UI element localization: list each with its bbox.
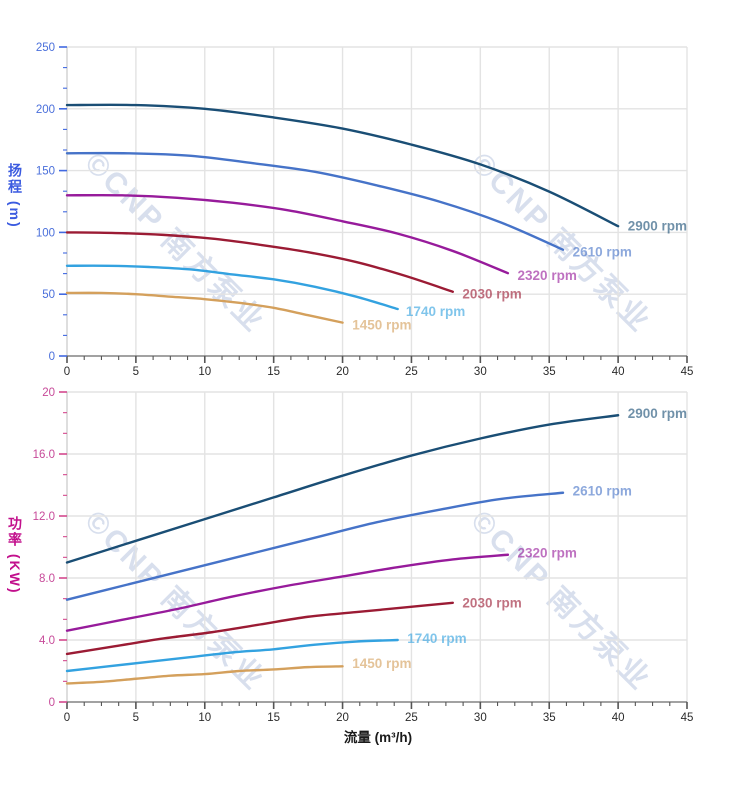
curve-label-2320-rpm: 2320 rpm [518, 268, 577, 283]
curve-1740-rpm [65, 264, 399, 311]
y-tick-label: 8.0 [39, 573, 55, 585]
curve-2610-rpm [65, 491, 565, 601]
curve-label-1450-rpm: 1450 rpm [352, 318, 411, 333]
curve-label-2900-rpm: 2900 rpm [628, 219, 687, 234]
x-tick-label: 35 [543, 712, 556, 724]
x-tick-label: 0 [64, 366, 70, 378]
x-tick-label: 10 [198, 712, 211, 724]
curve-label-1740-rpm: 1740 rpm [407, 631, 466, 646]
curve-2030-rpm [65, 601, 454, 656]
curve-2030-rpm [65, 231, 454, 293]
flow-axis-title: 流量 (m³/h) [343, 730, 413, 745]
x-tick-label: 20 [336, 712, 349, 724]
head-vs-flow: 0 5 10 15 20 25 30 35 40 45 0 50 100 150 200 250 2900 rp… [36, 42, 694, 378]
curve-label-1740-rpm: 1740 rpm [406, 304, 465, 319]
x-tick-label: 25 [405, 366, 418, 378]
x-tick-label: 30 [474, 366, 487, 378]
x-tick-label: 15 [267, 366, 280, 378]
curve-label-2610-rpm: 2610 rpm [573, 245, 632, 260]
x-tick-label: 20 [336, 366, 349, 378]
x-tick-label: 0 [64, 712, 70, 724]
x-tick-label: 40 [612, 712, 625, 724]
x-tick-label: 45 [681, 366, 694, 378]
curve-1450-rpm [65, 291, 344, 324]
curve-label-1450-rpm: 1450 rpm [352, 656, 411, 671]
y-tick-label: 4.0 [39, 635, 55, 647]
curve-label-2320-rpm: 2320 rpm [518, 546, 577, 561]
y-tick-label: 100 [36, 227, 55, 239]
x-tick-label: 15 [267, 712, 280, 724]
x-tick-label: 25 [405, 712, 418, 724]
x-tick-label: 30 [474, 712, 487, 724]
y-tick-label: 20 [42, 387, 55, 399]
y-tick-label: 200 [36, 104, 55, 116]
curve-1740-rpm [65, 638, 399, 673]
x-tick-label: 10 [198, 366, 211, 378]
x-tick-label: 5 [133, 366, 139, 378]
curve-label-2900-rpm: 2900 rpm [628, 406, 687, 421]
curve-2900-rpm [65, 414, 620, 564]
curve-2900-rpm [65, 103, 620, 228]
y-tick-label: 16.0 [33, 449, 55, 461]
curve-2320-rpm [65, 553, 510, 632]
curve-label-2030-rpm: 2030 rpm [462, 287, 521, 302]
y-tick-label: 0 [49, 697, 55, 709]
curve-1450-rpm [65, 665, 344, 685]
y-tick-label: 12.0 [33, 511, 55, 523]
x-tick-label: 40 [612, 366, 625, 378]
x-tick-label: 35 [543, 366, 556, 378]
x-tick-label: 45 [681, 712, 694, 724]
y-tick-label: 50 [42, 289, 55, 301]
curve-2320-rpm [65, 193, 510, 275]
curve-label-2030-rpm: 2030 rpm [462, 595, 521, 610]
power-axis-title: 功率 (KW) [7, 516, 23, 595]
y-tick-label: 250 [36, 42, 55, 54]
head-axis-title: 扬程 (m) [7, 163, 23, 229]
power-vs-flow: 0 5 10 15 20 25 30 35 40 45 0 4.0 8.0 12.0 16.0 20 2900 … [33, 387, 694, 724]
curve-2610-rpm [65, 151, 565, 251]
curve-label-2610-rpm: 2610 rpm [573, 484, 632, 499]
y-tick-label: 150 [36, 166, 55, 178]
x-tick-label: 5 [133, 712, 139, 724]
y-tick-label: 0 [49, 351, 55, 363]
